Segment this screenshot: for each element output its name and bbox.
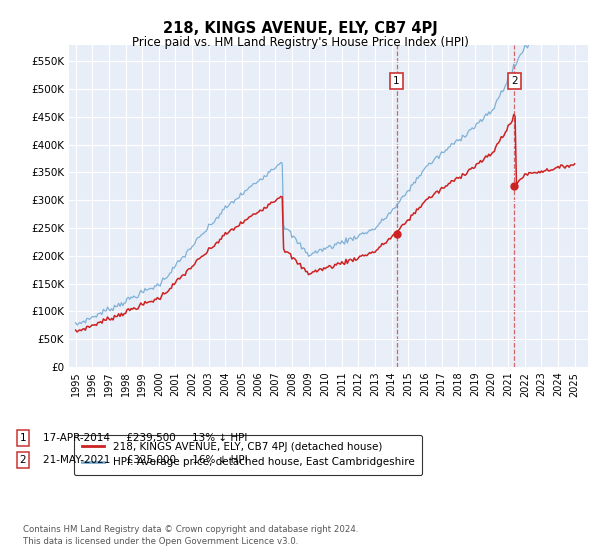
Text: 2: 2 bbox=[19, 455, 26, 465]
Text: 218, KINGS AVENUE, ELY, CB7 4PJ: 218, KINGS AVENUE, ELY, CB7 4PJ bbox=[163, 21, 437, 36]
Text: Contains HM Land Registry data © Crown copyright and database right 2024.
This d: Contains HM Land Registry data © Crown c… bbox=[23, 525, 358, 546]
Text: 2: 2 bbox=[511, 76, 518, 86]
Text: 1: 1 bbox=[19, 433, 26, 443]
Text: Price paid vs. HM Land Registry's House Price Index (HPI): Price paid vs. HM Land Registry's House … bbox=[131, 36, 469, 49]
Text: 1: 1 bbox=[393, 76, 400, 86]
Legend: 218, KINGS AVENUE, ELY, CB7 4PJ (detached house), HPI: Average price, detached h: 218, KINGS AVENUE, ELY, CB7 4PJ (detache… bbox=[74, 435, 422, 474]
Text: 17-APR-2014     £239,500     13% ↓ HPI: 17-APR-2014 £239,500 13% ↓ HPI bbox=[43, 433, 248, 443]
Text: 21-MAY-2021     £325,000     16% ↓ HPI: 21-MAY-2021 £325,000 16% ↓ HPI bbox=[43, 455, 248, 465]
